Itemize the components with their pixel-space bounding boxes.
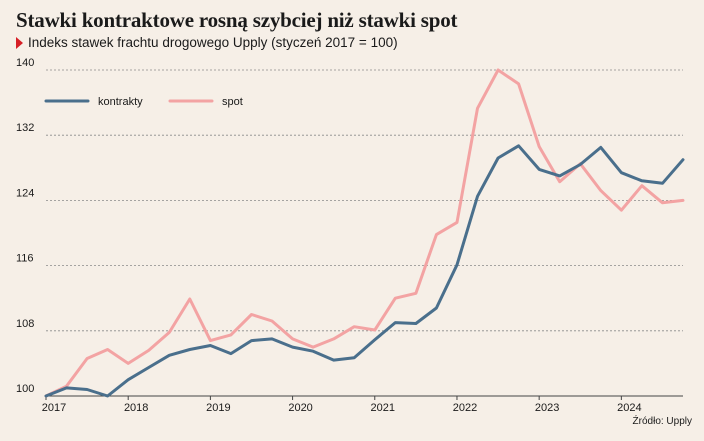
x-tick-label: 2018 [124,402,148,414]
source-note: Źródło: Upply [632,416,692,427]
legend-label-spot: spot [222,96,243,108]
chart-subtitle-text: Indeks stawek frachtu drogowego Upply (s… [28,35,398,50]
x-tick-label: 2019 [206,402,230,414]
x-tick-label: 2017 [42,402,66,414]
y-tick-label: 132 [16,122,34,134]
y-tick-label: 124 [16,187,34,199]
legend-label-kontrakty: kontrakty [98,96,143,108]
x-tick-label: 2021 [371,402,395,414]
series-line-kontrakty [44,144,685,398]
chart-title: Stawki kontraktowe rosną szybciej niż st… [16,8,458,32]
triangle-marker-icon [16,36,23,49]
x-tick-label: 2024 [617,402,641,414]
x-tick-label: 2023 [535,402,559,414]
y-tick-label: 100 [16,383,34,395]
y-tick-label: 140 [16,57,34,69]
x-tick-label: 2022 [453,402,477,414]
y-tick-label: 116 [16,253,34,265]
x-tick-label: 2020 [288,402,312,414]
y-tick-label: 108 [16,318,34,330]
chart-subtitle: Indeks stawek frachtu drogowego Upply (s… [16,35,398,50]
